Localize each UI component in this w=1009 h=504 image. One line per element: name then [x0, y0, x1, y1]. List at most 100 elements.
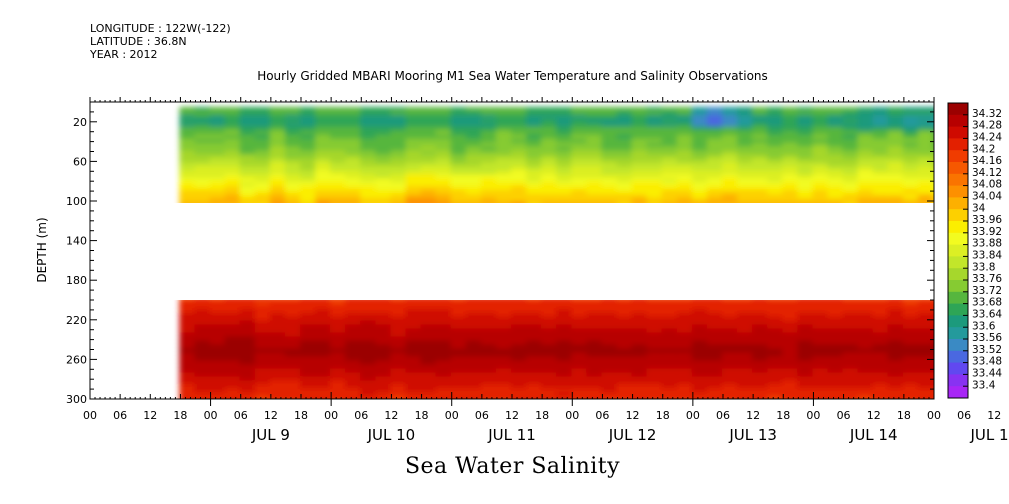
colorbar-label: 34.16	[972, 155, 1002, 167]
colorbar: 34.3234.2834.2434.234.1634.1234.0834.043…	[947, 102, 1002, 399]
colorbar-label: 33.52	[972, 344, 1002, 356]
x-day-label: JUL 9	[251, 426, 290, 444]
colorbar-label: 34.08	[972, 179, 1002, 191]
x-hour-label: 12	[505, 409, 519, 422]
colorbar-label: 34.32	[972, 108, 1002, 120]
colorbar-swatch	[948, 162, 968, 175]
x-hour-label: 18	[656, 409, 670, 422]
x-hour-label: 00	[686, 409, 700, 422]
colorbar-swatch	[948, 315, 968, 328]
x-hour-label: 18	[535, 409, 549, 422]
colorbar-swatch	[948, 244, 968, 257]
x-hour-label: 00	[565, 409, 579, 422]
y-tick-label: 260	[66, 353, 87, 366]
axes: 20 60 100 140 180 220 260 300 00 06 12 18 00 06 12 18 00…	[66, 97, 1009, 444]
colorbar-swatch	[948, 268, 968, 281]
colorbar-label: 34.24	[972, 132, 1002, 144]
colorbar-label: 33.76	[972, 273, 1002, 285]
x-hour-label: 12	[867, 409, 881, 422]
colorbar-swatch	[948, 374, 968, 387]
colorbar-label: 34.12	[972, 167, 1002, 179]
colorbar-swatch	[948, 327, 968, 340]
x-hour-label: 06	[595, 409, 609, 422]
colorbar-swatch	[948, 386, 968, 399]
colorbar-swatch	[948, 185, 968, 198]
colorbar-swatch	[948, 173, 968, 187]
y-axis-label: DEPTH (m)	[35, 217, 49, 282]
colorbar-label: 33.8	[972, 261, 995, 273]
colorbar-swatch	[948, 221, 968, 234]
longitude-label: LONGITUDE : 122W(-122)	[90, 22, 231, 35]
x-day-label: JUL 14	[849, 426, 898, 444]
colorbar-label: 33.44	[972, 368, 1002, 380]
colorbar-label: 34.28	[972, 120, 1002, 132]
x-day-label: JUL 10	[367, 426, 416, 444]
colorbar-label: 33.96	[972, 214, 1002, 226]
colorbar-label: 34.04	[972, 191, 1002, 203]
colorbar-swatch	[948, 126, 968, 139]
x-hour-label: 00	[204, 409, 218, 422]
x-day-label: JUL 11	[487, 426, 536, 444]
y-tick-label: 60	[73, 155, 87, 168]
y-tick-label: 180	[66, 274, 87, 287]
x-hour-label: 06	[837, 409, 851, 422]
x-hour-label: 06	[354, 409, 368, 422]
colorbar-swatch	[948, 291, 968, 305]
colorbar-label: 33.84	[972, 250, 1002, 262]
colorbar-label: 33.68	[972, 297, 1002, 309]
x-hour-label: 12	[626, 409, 640, 422]
x-hour-label: 00	[806, 409, 820, 422]
year-label: YEAR : 2012	[90, 48, 158, 61]
colorbar-swatch	[948, 303, 968, 316]
colorbar-swatch	[948, 209, 968, 222]
x-day-label: JUL 12	[608, 426, 657, 444]
chart-title: Hourly Gridded MBARI Mooring M1 Sea Wate…	[257, 69, 768, 83]
colorbar-label: 34	[972, 202, 986, 214]
y-tick-label: 20	[73, 116, 87, 129]
x-hour-label: 00	[324, 409, 338, 422]
colorbar-swatch	[948, 197, 968, 210]
colorbar-label: 34.2	[972, 143, 995, 155]
colorbar-swatch	[948, 256, 968, 269]
x-hour-label: 06	[716, 409, 730, 422]
colorbar-swatch	[948, 114, 968, 128]
upper-salinity-field	[179, 106, 934, 203]
colorbar-label: 33.4	[972, 379, 996, 391]
x-hour-label: 18	[294, 409, 308, 422]
y-tick-label: 100	[66, 195, 87, 208]
colorbar-frame	[947, 102, 969, 399]
x-day-label: JUL 15	[969, 426, 1009, 444]
y-tick-label: 300	[66, 393, 87, 406]
x-hour-label: 12	[264, 409, 278, 422]
x-hour-label: 06	[475, 409, 489, 422]
y-tick-label: 140	[66, 235, 87, 248]
colorbar-label: 33.92	[972, 226, 1002, 238]
colorbar-label: 33.48	[972, 356, 1002, 368]
x-hour-label: 00	[83, 409, 97, 422]
y-tick-label: 220	[66, 314, 87, 327]
x-hour-label: 06	[113, 409, 127, 422]
colorbar-label: 33.88	[972, 238, 1002, 250]
colorbar-swatch	[948, 362, 968, 375]
x-hour-label: 12	[143, 409, 157, 422]
colorbar-swatch	[948, 138, 968, 151]
colorbar-label: 33.56	[972, 332, 1002, 344]
x-hour-label: 18	[173, 409, 187, 422]
colorbar-swatch	[948, 150, 968, 163]
x-hour-label: 06	[957, 409, 971, 422]
x-axis-title: Sea Water Salinity	[404, 454, 621, 479]
colorbar-swatch	[948, 280, 968, 293]
x-hour-label: 00	[927, 409, 941, 422]
x-hour-label: 18	[776, 409, 790, 422]
colorbar-swatch	[948, 339, 968, 352]
colorbar-label: 33.6	[972, 320, 996, 332]
x-hour-label: 12	[384, 409, 398, 422]
x-hour-label: 18	[897, 409, 911, 422]
colorbar-label: 33.72	[972, 285, 1002, 297]
x-hour-label: 12	[987, 409, 1001, 422]
x-day-label: JUL 13	[728, 426, 777, 444]
x-hour-label: 06	[234, 409, 248, 422]
lower-salinity-field	[179, 300, 934, 399]
colorbar-swatch	[948, 232, 968, 246]
